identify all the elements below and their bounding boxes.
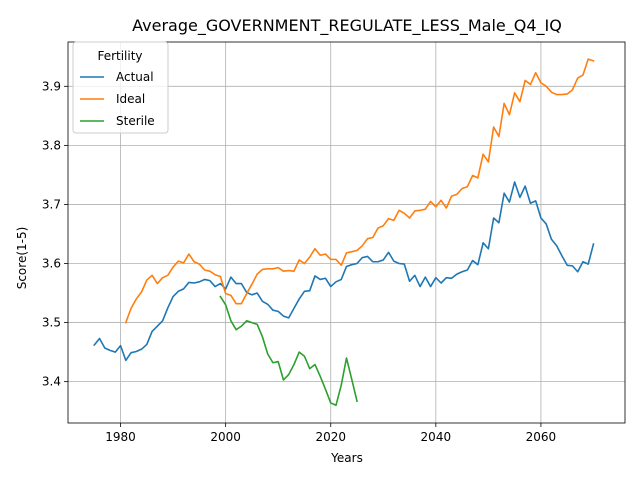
x-tick-label: 2020 xyxy=(315,430,346,444)
series-lines xyxy=(93,58,595,407)
grid-lines xyxy=(68,42,625,423)
series-line-sterile xyxy=(219,295,358,407)
y-tick-label: 3.4 xyxy=(42,375,61,389)
legend-label-ideal: Ideal xyxy=(116,92,145,106)
y-tick-label: 3.8 xyxy=(42,138,61,152)
y-tick-label: 3.6 xyxy=(42,257,61,271)
series-line-ideal xyxy=(124,58,595,324)
legend: Fertility Actual Ideal Sterile xyxy=(72,41,169,134)
x-tick-label: 2060 xyxy=(526,430,557,444)
x-tick-label: 2040 xyxy=(421,430,452,444)
chart-title: Average_GOVERNMENT_REGULATE_LESS_Male_Q4… xyxy=(132,16,562,36)
series-line-actual xyxy=(93,181,595,362)
y-tick-label: 3.9 xyxy=(42,79,61,93)
legend-label-actual: Actual xyxy=(116,70,154,84)
legend-label-sterile: Sterile xyxy=(116,114,155,128)
legend-title: Fertility xyxy=(97,49,142,63)
axes-frame xyxy=(67,41,626,424)
x-tick-label: 2000 xyxy=(210,430,241,444)
legend-box xyxy=(72,41,169,134)
x-axis-label: Years xyxy=(330,451,363,465)
legend-entries: Actual Ideal Sterile xyxy=(80,70,155,128)
y-tick-label: 3.5 xyxy=(42,316,61,330)
y-axis-label: Score(1-5) xyxy=(15,227,29,290)
x-tick-label: 1980 xyxy=(105,430,136,444)
axis-ticks: 1980 2000 2020 2040 2060 3.4 3.5 3.6 3.7 3.8 3.9 xyxy=(42,79,556,444)
y-tick-label: 3.7 xyxy=(42,197,61,211)
